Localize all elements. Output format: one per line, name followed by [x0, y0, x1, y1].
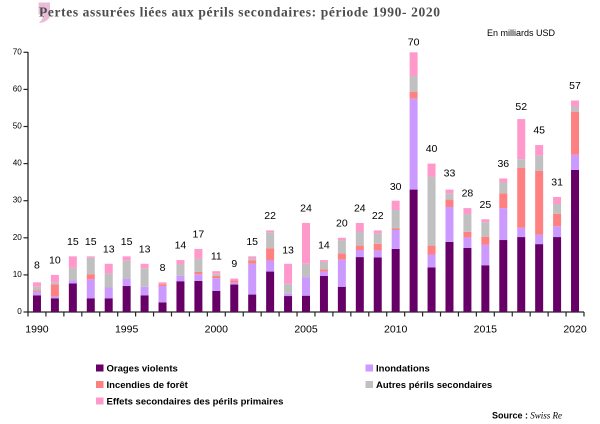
svg-text:24: 24	[354, 202, 366, 214]
svg-text:En milliards USD: En milliards USD	[487, 28, 556, 38]
svg-text:9: 9	[231, 258, 237, 270]
svg-text:10: 10	[49, 254, 61, 266]
svg-text:22: 22	[372, 210, 384, 222]
svg-text:2000: 2000	[205, 324, 229, 336]
svg-text:13: 13	[139, 243, 151, 255]
svg-text:13: 13	[103, 243, 115, 255]
svg-text:Effets secondaires des périls: Effets secondaires des périls primaires	[107, 396, 284, 407]
svg-text:14: 14	[318, 240, 330, 252]
svg-text:14: 14	[175, 240, 187, 252]
svg-text:2015: 2015	[474, 324, 498, 336]
svg-text:15: 15	[121, 236, 133, 248]
svg-text:17: 17	[193, 228, 205, 240]
svg-text:36: 36	[497, 158, 509, 170]
svg-text:Source : Swiss Re: Source : Swiss Re	[492, 411, 562, 421]
svg-text:40: 40	[13, 159, 23, 168]
svg-text:1995: 1995	[115, 324, 139, 336]
svg-text:50: 50	[13, 122, 23, 131]
svg-text:40: 40	[426, 143, 438, 155]
svg-text:15: 15	[67, 236, 79, 248]
svg-text:Inondations: Inondations	[376, 363, 430, 374]
svg-text:1990: 1990	[25, 324, 49, 336]
svg-text:57: 57	[569, 80, 581, 92]
svg-text:2005: 2005	[294, 324, 318, 336]
svg-text:52: 52	[515, 101, 527, 113]
svg-text:25: 25	[480, 199, 492, 211]
svg-text:13: 13	[282, 244, 294, 256]
svg-text:8: 8	[34, 259, 40, 271]
svg-text:22: 22	[264, 210, 276, 222]
svg-text:30: 30	[13, 196, 23, 205]
svg-text:15: 15	[85, 236, 97, 248]
svg-text:Incendies de forêt: Incendies de forêt	[107, 380, 189, 391]
svg-text:Pertes assurées liées aux péri: Pertes assurées liées aux périls seconda…	[39, 5, 441, 20]
svg-text:2020: 2020	[563, 324, 587, 336]
svg-text:10: 10	[13, 270, 23, 279]
svg-text:0: 0	[17, 307, 22, 316]
svg-text:28: 28	[462, 188, 474, 200]
svg-text:60: 60	[13, 84, 23, 93]
svg-text:70: 70	[13, 47, 23, 56]
svg-text:33: 33	[444, 168, 456, 180]
svg-text:24: 24	[300, 202, 312, 214]
svg-text:31: 31	[551, 176, 563, 188]
svg-text:2010: 2010	[384, 324, 408, 336]
svg-text:Orages violents: Orages violents	[107, 363, 178, 374]
svg-text:Autres périls secondaires: Autres périls secondaires	[376, 380, 492, 391]
svg-text:8: 8	[160, 262, 166, 274]
svg-text:45: 45	[533, 125, 545, 137]
svg-text:15: 15	[246, 236, 258, 248]
svg-text:30: 30	[390, 181, 402, 193]
svg-text:20: 20	[336, 217, 348, 229]
svg-text:11: 11	[211, 251, 222, 263]
svg-text:20: 20	[13, 233, 23, 242]
svg-text:70: 70	[408, 36, 420, 48]
